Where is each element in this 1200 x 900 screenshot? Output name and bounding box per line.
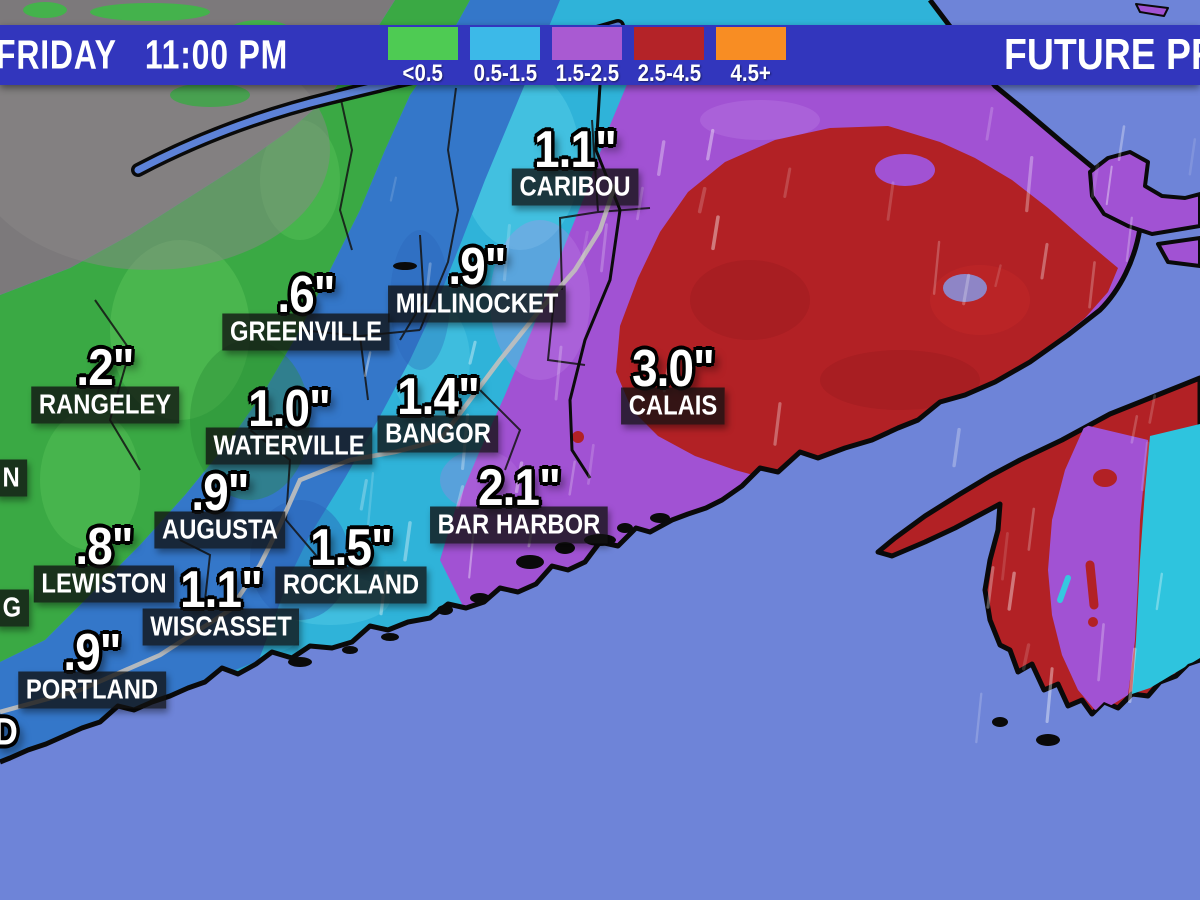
legend-bin: 2.5-4.5 — [634, 27, 704, 88]
city-label: AUGUSTA — [154, 511, 286, 549]
city-label: CALAIS — [621, 387, 725, 425]
edge-label-fragment: N — [0, 459, 28, 497]
legend-swatch — [388, 27, 458, 60]
title-bar: FRIDAY 11:00 PM <0.5 0.5-1.5 1.5-2.5 2.5-4.… — [0, 25, 1200, 88]
city-label: CARIBOU — [511, 168, 639, 206]
city-label: GREENVILLE — [222, 313, 390, 351]
legend-swatch — [716, 27, 786, 60]
region-red — [616, 126, 1118, 480]
city-label: LEWISTON — [33, 565, 175, 603]
gulf-islands — [1088, 3, 1200, 268]
product-title: FUTURE PR — [1004, 30, 1200, 79]
edge-label-fragment: D — [0, 712, 18, 755]
coastline — [0, 0, 1143, 765]
city-label: BAR HARBOR — [430, 506, 608, 544]
day-label: FRIDAY — [0, 31, 117, 78]
legend-swatch — [552, 27, 622, 60]
valid-time: FRIDAY 11:00 PM — [0, 32, 288, 79]
precip-legend: <0.5 0.5-1.5 1.5-2.5 2.5-4.5 4.5+ — [388, 27, 786, 88]
city-label: RANGELEY — [31, 386, 179, 424]
legend-bin: <0.5 — [388, 27, 458, 88]
legend-bin-label: <0.5 — [402, 60, 444, 87]
edge-label-fragment: G — [0, 589, 29, 627]
legend-bin: 4.5+ — [716, 27, 786, 88]
city-label: BANGOR — [377, 415, 499, 453]
state-border — [568, 84, 622, 479]
nova-scotia — [875, 375, 1200, 717]
legend-bin-label: 1.5-2.5 — [555, 60, 619, 87]
legend-swatch — [470, 27, 540, 60]
city-label: WISCASSET — [142, 608, 300, 646]
city-label: ROCKLAND — [275, 566, 427, 604]
legend-bin-label: 4.5+ — [730, 60, 772, 87]
city-label: MILLINOCKET — [388, 285, 566, 323]
legend-bin-label: 2.5-4.5 — [637, 60, 701, 87]
legend-swatch — [634, 27, 704, 60]
time-label: 11:00 PM — [144, 31, 289, 78]
city-label: PORTLAND — [18, 671, 166, 709]
legend-bin: 0.5-1.5 — [470, 27, 540, 88]
legend-bin: 1.5-2.5 — [552, 27, 622, 88]
city-label: WATERVILLE — [205, 427, 373, 465]
legend-bin-label: 0.5-1.5 — [473, 60, 537, 87]
